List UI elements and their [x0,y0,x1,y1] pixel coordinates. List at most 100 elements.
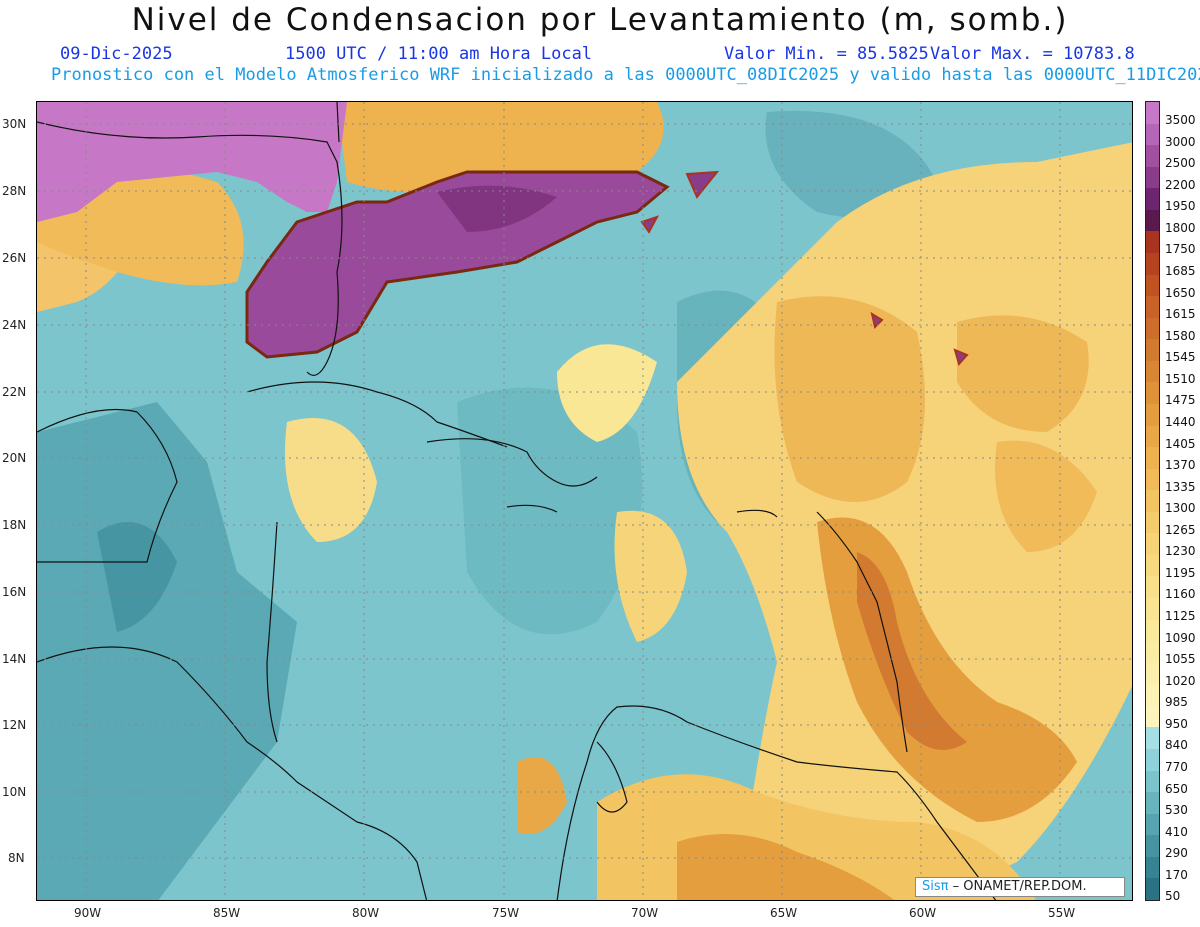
colorbar-tick-label: 1545 [1165,350,1196,365]
colorbar-tick-label: 170 [1165,867,1188,882]
colorbar-tick-label: 1020 [1165,673,1196,688]
colorbar-tick-label: 530 [1165,803,1188,818]
colorbar-tick-label: 1950 [1165,199,1196,214]
colorbar-tick-label: 1090 [1165,630,1196,645]
lcl-field-map [37,102,1132,900]
model-description: Pronostico con el Modelo Atmosferico WRF… [51,65,1200,85]
colorbar-segment [1146,705,1159,728]
colorbar-segment [1146,533,1159,556]
colorbar-segment [1146,727,1159,750]
colorbar-tick-label: 1160 [1165,587,1196,602]
colorbar-tick-label: 1405 [1165,436,1196,451]
colorbar-tick-label: 3000 [1165,134,1196,149]
colorbar-tick-label: 1440 [1165,414,1196,429]
colorbar-tick-label: 410 [1165,824,1188,839]
colorbar-tick-label: 1615 [1165,307,1196,322]
colorbar-tick-label: 50 [1165,889,1181,904]
colorbar-segment [1146,554,1159,577]
colorbar-tick-label: 1510 [1165,371,1196,386]
colorbar-segment [1146,360,1159,383]
lat-label: 16N [2,585,27,599]
forecast-date: 09-Dic-2025 [60,44,173,64]
colorbar-tick-label: 840 [1165,738,1188,753]
colorbar-tick-label: 1475 [1165,393,1196,408]
lon-label: 90W [74,906,102,920]
colorbar-tick-label: 770 [1165,760,1188,775]
colorbar-tick-label: 1685 [1165,263,1196,278]
colorbar-segment [1146,188,1159,211]
colorbar-segment [1146,835,1159,858]
colorbar-tick-label: 1300 [1165,501,1196,516]
colorbar-tick-label: 950 [1165,716,1188,731]
colorbar-segment [1146,166,1159,189]
colorbar-segment [1146,792,1159,815]
colorbar-tick-label: 1580 [1165,328,1196,343]
chart-title: Nivel de Condensacion por Levantamiento … [131,2,1069,38]
colorbar-segment [1146,123,1159,146]
lat-label: 30N [2,117,27,131]
colorbar-tick-label: 1370 [1165,458,1196,473]
colorbar-segment [1146,209,1159,232]
colorbar-segment [1146,102,1159,124]
colorbar-tick-label: 3500 [1165,113,1196,127]
max-value: Valor Max. = 10783.8 [930,44,1135,64]
colorbar-tick-label: 985 [1165,695,1188,710]
colorbar-segment [1146,339,1159,362]
lat-label: 18N [2,518,27,532]
map-panel [36,101,1133,901]
credit-box: Sisπ – ONAMET/REP.DOM. [915,877,1125,897]
colorbar-tick-label: 1055 [1165,652,1196,667]
colorbar-segment [1146,662,1159,685]
colorbar-segment [1146,468,1159,491]
colorbar-segment [1146,878,1159,901]
lat-label: 28N [2,184,27,198]
lat-label: 8N [8,851,25,865]
colorbar-tick-label: 1335 [1165,479,1196,494]
lat-label: 20N [2,451,27,465]
colorbar-tick-label: 1265 [1165,522,1196,537]
lon-label: 80W [352,906,380,920]
lon-label: 65W [770,906,798,920]
colorbar-tick-label: 1750 [1165,242,1196,257]
colorbar-segment [1146,490,1159,513]
colorbar-tick-label: 1800 [1165,220,1196,235]
lat-label: 14N [2,652,27,666]
lon-label: 70W [631,906,659,920]
min-value: Valor Min. = 85.5825 [724,44,929,64]
colorbar-segment [1146,231,1159,254]
colorbar-segment [1146,619,1159,642]
colorbar-segment [1146,770,1159,793]
colorbar-tick-label: 290 [1165,846,1188,861]
lat-label: 24N [2,318,27,332]
colorbar-segment [1146,274,1159,297]
credit-text: – ONAMET/REP.DOM. [948,879,1087,894]
colorbar-segment [1146,382,1159,405]
colorbar-segment [1146,749,1159,772]
colorbar-tick-label: 2500 [1165,156,1196,171]
colorbar-tick-label: 1195 [1165,565,1196,580]
credit-brand: Sisπ [922,879,949,894]
colorbar-segment [1146,641,1159,664]
colorbar-segment [1146,511,1159,534]
colorbar-segment [1146,403,1159,426]
colorbar-tick-label: 1125 [1165,609,1196,624]
colorbar-segment [1146,856,1159,879]
colorbar-tick-label: 650 [1165,781,1188,796]
lat-label: 12N [2,718,27,732]
colorbar-segment [1146,145,1159,168]
colorbar-segment [1146,576,1159,599]
colorbar-tick-label: 1650 [1165,285,1196,300]
lon-label: 55W [1048,906,1076,920]
colorbar-segment [1146,447,1159,470]
colorbar-tick-label: 2200 [1165,177,1196,192]
lon-label: 75W [492,906,520,920]
colorbar-tick-label: 1230 [1165,544,1196,559]
lat-label: 26N [2,251,27,265]
lat-label: 10N [2,785,27,799]
lon-label: 60W [909,906,937,920]
lon-label: 85W [213,906,241,920]
colorbar-segment [1146,252,1159,275]
colorbar-segment [1146,813,1159,836]
colorbar-segment [1146,684,1159,707]
colorbar-segment [1146,425,1159,448]
